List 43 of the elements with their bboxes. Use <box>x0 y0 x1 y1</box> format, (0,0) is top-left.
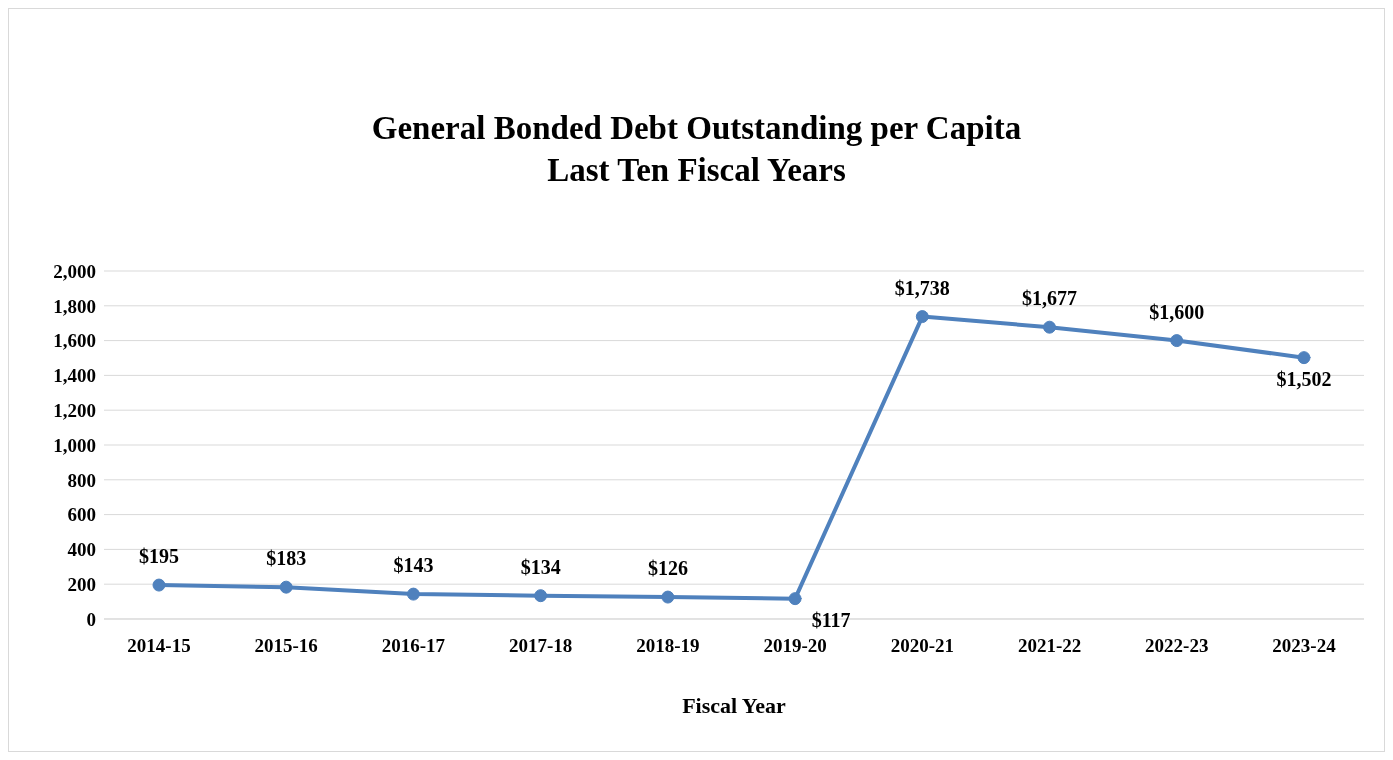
x-tick-label: 2015-16 <box>254 635 318 657</box>
y-tick-label: 0 <box>86 608 96 630</box>
point <box>534 589 548 603</box>
data-label: $1,677 <box>1022 287 1078 310</box>
y-tick-label: 1,000 <box>53 434 96 456</box>
x-tick-label: 2020-21 <box>890 635 954 657</box>
x-axis-title: Fiscal Year <box>682 693 787 718</box>
y-tick-label: 2,000 <box>53 260 96 282</box>
x-tick-label: 2021-22 <box>1017 635 1082 657</box>
x-tick-label: 2016-17 <box>381 635 446 657</box>
data-label: $1,600 <box>1149 300 1205 323</box>
data-label: $134 <box>520 555 561 578</box>
point <box>406 587 420 601</box>
point <box>915 310 929 324</box>
data-label: $195 <box>139 545 179 568</box>
x-tick-label: 2014-15 <box>127 635 191 657</box>
point <box>1170 334 1184 348</box>
y-tick-label: 1,600 <box>53 330 96 352</box>
x-tick-label: 2022-23 <box>1145 635 1209 657</box>
data-label: $143 <box>393 554 434 577</box>
data-label: $117 <box>811 608 851 631</box>
x-tick-label: 2019-20 <box>763 635 827 657</box>
point <box>788 592 802 606</box>
point <box>1043 320 1057 334</box>
data-label: $1,502 <box>1276 367 1332 390</box>
point <box>152 578 166 592</box>
y-tick-label: 1,800 <box>53 295 96 317</box>
y-tick-label: 400 <box>67 539 96 561</box>
x-tick-label: 2017-18 <box>509 635 573 657</box>
y-tick-label: 1,200 <box>53 399 96 421</box>
x-tick-label: 2018-19 <box>636 635 700 657</box>
data-label: $183 <box>266 547 307 570</box>
x-tick-label: 2023-24 <box>1272 635 1337 657</box>
chart-title: General Bonded Debt Outstanding per Capita Last Ten Fiscal Years <box>370 109 1023 190</box>
data-label: $126 <box>647 557 688 580</box>
point <box>279 580 293 594</box>
y-tick-label: 200 <box>67 573 96 595</box>
point <box>1297 351 1311 365</box>
point <box>661 590 675 604</box>
y-tick-label: 600 <box>67 504 96 526</box>
y-tick-label: 800 <box>67 469 96 491</box>
y-tick-label: 1,400 <box>53 365 96 387</box>
data-label: $1,738 <box>894 276 950 299</box>
